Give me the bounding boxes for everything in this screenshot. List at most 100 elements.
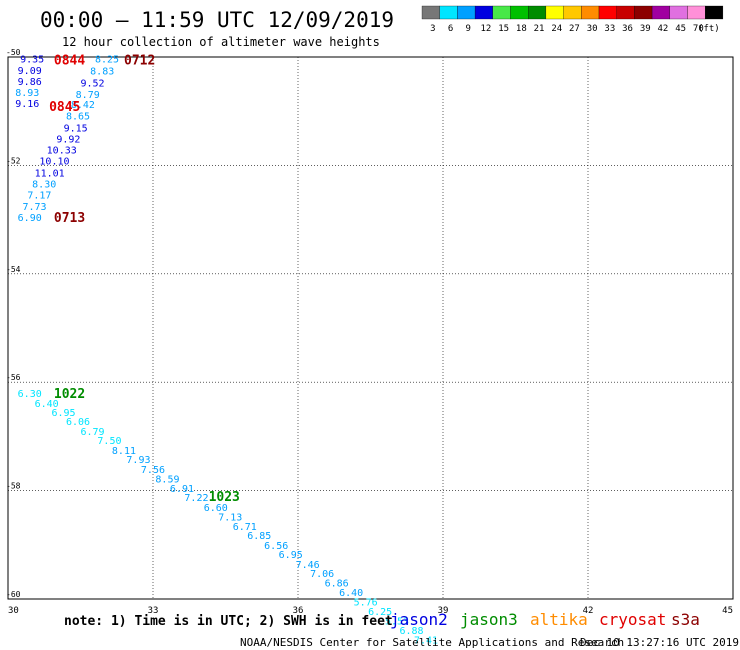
- pass-time-label: 1023: [209, 490, 240, 505]
- chart-subtitle: 12 hour collection of altimeter wave hei…: [62, 35, 380, 49]
- wave-height-value: 6.95: [52, 408, 76, 419]
- wave-height-value: 6.60: [204, 503, 228, 514]
- wave-height-value: 8.79: [76, 90, 100, 101]
- chart-title: 00:00 – 11:59 UTC 12/09/2019: [40, 8, 394, 32]
- wave-height-value: 9.16: [15, 99, 39, 110]
- satellite-name: jason2: [390, 610, 448, 629]
- plot-frame: [7, 56, 734, 600]
- x-tick-label: 45: [722, 606, 733, 616]
- footer-credit: NOAA/NESDIS Center for Satellite Applica…: [240, 636, 624, 649]
- wave-height-value: 8.11: [112, 446, 136, 457]
- y-tick-label: -58: [6, 482, 21, 491]
- wave-height-value: 8.65: [66, 112, 90, 123]
- wave-height-value: 6.95: [279, 550, 303, 561]
- wave-height-value: 6.90: [18, 213, 42, 224]
- satellite-legend: jason2 jason3 altika cryosat s3a: [390, 610, 700, 629]
- y-tick-label: -60: [6, 590, 21, 599]
- pass-time-label: 1022: [54, 387, 85, 402]
- legend-unit: (ft): [698, 24, 720, 34]
- legend-bin-label: 36: [622, 24, 633, 34]
- pass-time-label: 0845: [49, 100, 80, 115]
- legend-swatch: [598, 5, 617, 20]
- wave-height-observations: 9.359.099.868.939.16 8.258.839.528.798.42…: [15, 55, 438, 647]
- y-tick-label: -56: [6, 373, 21, 382]
- wave-height-value: 9.92: [56, 134, 80, 145]
- plot-area: 30 33 36 39 42 45 -50 -52 -54 -56 -58 -60 9.359.09…: [6, 48, 734, 647]
- wave-height-value: 6.91: [170, 484, 194, 495]
- legend-swatch: [545, 5, 564, 20]
- wave-height-value: 6.56: [264, 541, 288, 552]
- legend-bin-label: 21: [534, 24, 545, 34]
- wave-height-value: 7.50: [97, 436, 121, 447]
- satellite-name: jason3: [460, 610, 518, 629]
- wave-height-value: 6.71: [233, 522, 257, 533]
- legend-bin-label: 39: [640, 24, 651, 34]
- wave-height-value: 7.22: [184, 493, 208, 504]
- wave-height-value: 7.17: [27, 191, 51, 202]
- wave-height-value: 8.59: [155, 475, 179, 486]
- legend-bin-label: 27: [569, 24, 580, 34]
- wave-height-value: 8.93: [15, 88, 39, 99]
- wave-height-value: 9.86: [18, 77, 42, 88]
- legend-swatch: [669, 5, 688, 20]
- wave-height-value: 8.42: [71, 100, 95, 111]
- x-tick-label: 36: [293, 606, 304, 616]
- wave-height-value: 5.76: [354, 598, 378, 609]
- grid-lines: [8, 57, 733, 599]
- legend-swatch: [705, 5, 724, 20]
- satellite-name: cryosat: [599, 610, 666, 629]
- wave-height-value: 9.52: [81, 78, 105, 89]
- wave-height-value: 5.53: [385, 617, 409, 628]
- legend-swatch: [651, 5, 670, 20]
- legend-swatch: [474, 5, 493, 20]
- legend-bin-label: 24: [551, 24, 562, 34]
- legend-swatch: [581, 5, 600, 20]
- wave-height-value: 7.41: [414, 636, 438, 647]
- wave-height-value: 7.93: [126, 455, 150, 466]
- y-tick-label: -54: [6, 265, 21, 274]
- pass-time-label: 0713: [54, 211, 85, 226]
- wave-height-value: 8.25: [95, 55, 119, 66]
- legend-bin-label: 70: [693, 24, 704, 34]
- wave-height-value: 6.06: [66, 417, 90, 428]
- x-tick-label: 39: [438, 606, 449, 616]
- wave-height-value: 6.25: [368, 607, 392, 618]
- wave-height-value: 10.10: [39, 157, 69, 168]
- legend-swatch: [492, 5, 511, 20]
- pass-time-labels: 0844 0712 0845 0713 1022 1023: [49, 54, 240, 505]
- wave-height-value: 6.40: [339, 588, 363, 599]
- wave-height-value: 7.06: [310, 569, 334, 580]
- wave-height-value: 9.35: [20, 55, 44, 66]
- legend-swatch: [616, 5, 635, 20]
- pass-time-label: 0712: [124, 54, 155, 69]
- color-scale-legend: 3 6 9 12 15 18 21 24 27 30 33 36 39 42 45 70(ft): [421, 5, 724, 34]
- legend-bin-label: 45: [675, 24, 686, 34]
- legend-bin-label: 30: [587, 24, 598, 34]
- y-axis-ticks: -50 -52 -54 -56 -58 -60: [6, 48, 21, 599]
- wave-height-value: 8.30: [32, 179, 56, 190]
- wave-height-value: 9.15: [64, 123, 88, 134]
- wave-height-value: 6.30: [18, 389, 42, 400]
- legend-bin-label: 6: [448, 24, 453, 34]
- wave-height-value: 10.33: [47, 146, 77, 157]
- y-tick-label: -50: [6, 48, 21, 57]
- wave-height-value: 6.79: [81, 427, 105, 438]
- footer-note: note: 1) Time is in UTC; 2) SWH is in fe…: [64, 614, 393, 629]
- legend-bin-label: 33: [604, 24, 615, 34]
- legend-swatch: [563, 5, 582, 20]
- wave-height-value: 7.46: [296, 560, 320, 571]
- wave-height-value: 7.56: [141, 465, 165, 476]
- pass-time-label: 0844: [54, 54, 85, 69]
- legend-swatch: [421, 5, 440, 20]
- x-tick-label: 30: [8, 606, 19, 616]
- wave-height-value: 6.86: [325, 579, 349, 590]
- legend-bin-label: 15: [498, 24, 509, 34]
- wave-height-value: 6.40: [35, 399, 59, 410]
- wave-height-value: 7.13: [218, 513, 242, 524]
- legend-bin-label: 3: [430, 24, 435, 34]
- satellite-name: altika: [530, 610, 588, 629]
- legend-swatch: [528, 5, 547, 20]
- legend-bin-label: 12: [481, 24, 492, 34]
- legend-bin-label: 9: [466, 24, 471, 34]
